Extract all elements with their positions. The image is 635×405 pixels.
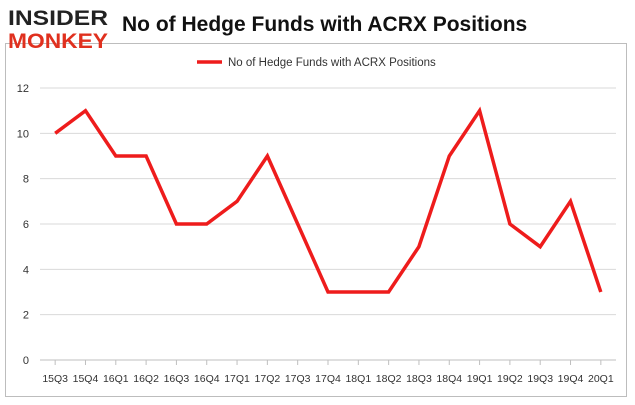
x-tick-label: 19Q4 — [558, 373, 584, 385]
x-tick-label: 19Q2 — [497, 373, 523, 385]
y-tick-label: 6 — [23, 219, 29, 231]
x-tick-label: 18Q4 — [436, 373, 462, 385]
x-tick-label: 19Q1 — [467, 373, 493, 385]
x-tick-label: 18Q1 — [345, 373, 371, 385]
x-tick-label: 16Q2 — [133, 373, 159, 385]
x-tick-label: 15Q4 — [73, 373, 99, 385]
y-tick-label: 8 — [23, 174, 29, 186]
x-tick-label: 16Q3 — [164, 373, 190, 385]
x-tick-label: 18Q2 — [376, 373, 402, 385]
x-tick-label: 17Q4 — [315, 373, 341, 385]
x-tick-label: 17Q1 — [224, 373, 250, 385]
x-tick-label: 16Q4 — [194, 373, 220, 385]
y-tick-label: 4 — [23, 264, 29, 276]
x-tick-label: 18Q3 — [406, 373, 432, 385]
series-line — [54, 106, 603, 294]
y-tick-label: 12 — [17, 83, 29, 95]
x-tick-label: 19Q3 — [527, 373, 553, 385]
logo-line-monkey: MONKEY — [8, 30, 108, 52]
legend: No of Hedge Funds with ACRX Positions — [197, 57, 436, 69]
series-layer — [54, 106, 603, 294]
x-tick-label: 16Q1 — [103, 373, 129, 385]
x-tick-label: 17Q2 — [255, 373, 281, 385]
x-tick-label: 17Q3 — [285, 373, 311, 385]
insider-monkey-logo: INSIDER MONKEY — [8, 7, 108, 52]
chart-title: No of Hedge Funds with ACRX Positions — [122, 13, 528, 36]
chart-frame — [5, 43, 627, 397]
y-tick-label: 10 — [17, 128, 29, 140]
y-tick-label: 2 — [23, 310, 29, 322]
y-tick-label: 0 — [23, 355, 29, 367]
legend-label: No of Hedge Funds with ACRX Positions — [228, 57, 436, 69]
x-tick-labels: 15Q3 15Q4 16Q1 16Q2 16Q3 16Q4 17Q1 17Q2 17Q3 17Q4… — [42, 373, 614, 385]
x-tick-label: 20Q1 — [588, 373, 614, 385]
x-tick-label: 15Q3 — [42, 373, 68, 385]
y-tick-labels: 0 2 4 6 8 10 12 — [17, 83, 29, 367]
logo-line-insider: INSIDER — [8, 7, 108, 30]
gridlines — [40, 87, 616, 316]
x-axis — [40, 359, 616, 365]
